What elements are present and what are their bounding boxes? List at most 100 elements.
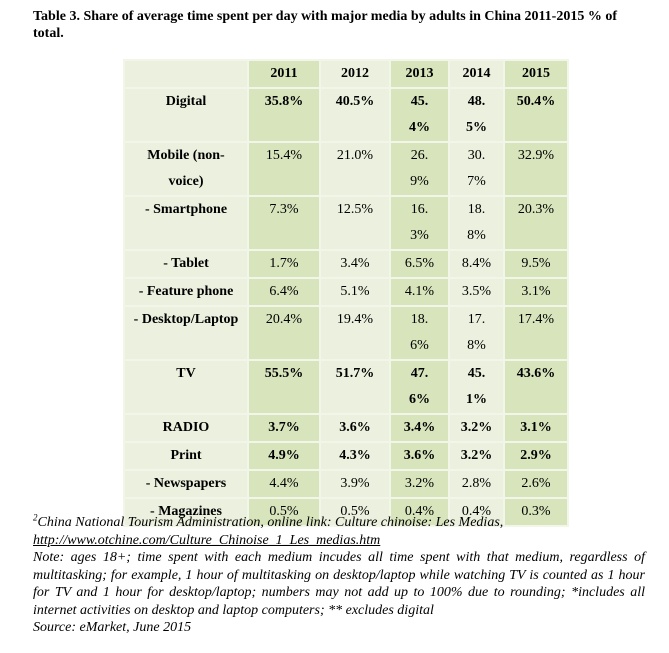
table-row: - Desktop/Laptop 20.4% 19.4% 18.6% 17.8% 17.4… <box>123 305 569 361</box>
value-cell: 4.9% <box>247 441 321 471</box>
value-text: 4.1% <box>404 284 435 299</box>
value-text: 51.7% <box>335 366 375 381</box>
table-row: TV 55.5% 51.7% 47.6% 45.1% 43.6% <box>123 359 569 415</box>
value-text: 40.5% <box>335 94 375 109</box>
row-label: - Newspapers <box>145 476 227 491</box>
value-text: 17.8% <box>467 312 486 353</box>
value-text: 16.3% <box>410 202 429 243</box>
value-cell: 3.9% <box>319 469 391 499</box>
table-row: - Tablet 1.7% 3.4% 6.5% 8.4% 9.5% <box>123 249 569 279</box>
value-cell: 55.5% <box>247 359 321 415</box>
value-cell: 2.8% <box>448 469 505 499</box>
row-label: Mobile (non-voice) <box>147 148 225 189</box>
value-cell: 17.4% <box>503 305 569 361</box>
value-cell: 3.4% <box>389 413 450 443</box>
row-label-cell: - Newspapers <box>123 469 249 499</box>
row-label-cell: - Desktop/Laptop <box>123 305 249 361</box>
value-text: 43.6% <box>516 366 556 381</box>
value-cell: 45.4% <box>389 87 450 143</box>
value-cell: 8.4% <box>448 249 505 279</box>
value-text: 3.9% <box>340 476 370 491</box>
value-text: 3.2% <box>404 476 435 491</box>
value-text: 3.6% <box>339 420 371 435</box>
header-corner-cell <box>123 59 249 89</box>
table-row: RADIO 3.7% 3.6% 3.4% 3.2% 3.1% <box>123 413 569 443</box>
header-year-2011: 2011 <box>247 59 321 89</box>
value-text: 12.5% <box>336 202 374 217</box>
table-row: - Magazines 0.5% 0.5% 0.4% 0.4% 0.3% <box>123 497 569 527</box>
value-cell: 3.1% <box>503 277 569 307</box>
value-text: 3.4% <box>340 256 370 271</box>
value-cell: 40.5% <box>319 87 391 143</box>
value-text: 45.1% <box>466 366 487 407</box>
value-cell: 7.3% <box>247 195 321 251</box>
table-row: - Newspapers 4.4% 3.9% 3.2% 2.8% 2.6% <box>123 469 569 499</box>
value-cell: 3.5% <box>448 277 505 307</box>
value-cell: 3.1% <box>503 413 569 443</box>
value-cell: 3.4% <box>319 249 391 279</box>
value-text: 21.0% <box>336 148 374 163</box>
value-cell: 2.9% <box>503 441 569 471</box>
value-text: 18.6% <box>410 312 429 353</box>
value-text: 30.7% <box>467 148 486 189</box>
value-text: 0.3% <box>521 504 551 519</box>
value-cell: 20.4% <box>247 305 321 361</box>
value-text: 5.1% <box>340 284 370 299</box>
value-cell: 5.1% <box>319 277 391 307</box>
row-label: - Tablet <box>163 256 209 271</box>
row-label: Print <box>170 448 202 463</box>
value-text: 6.5% <box>404 256 435 271</box>
row-label-cell: - Magazines <box>123 497 249 527</box>
value-cell: 30.7% <box>448 141 505 197</box>
value-cell: 0.5% <box>319 497 391 527</box>
value-cell: 26.9% <box>389 141 450 197</box>
value-cell: 4.1% <box>389 277 450 307</box>
table-row: - Feature phone 6.4% 5.1% 4.1% 3.5% 3.1% <box>123 277 569 307</box>
value-text: 2.9% <box>520 448 552 463</box>
row-label-cell: Print <box>123 441 249 471</box>
value-text: 4.3% <box>339 448 371 463</box>
value-cell: 18.6% <box>389 305 450 361</box>
value-cell: 4.3% <box>319 441 391 471</box>
row-label-cell: Mobile (non-voice) <box>123 141 249 197</box>
footnote-link[interactable]: http://www.otchine.com/Culture_Chinoise_… <box>33 532 381 548</box>
value-text: 20.3% <box>517 202 555 217</box>
value-text: 35.8% <box>264 94 304 109</box>
value-text: 9.5% <box>521 256 551 271</box>
value-cell: 48.5% <box>448 87 505 143</box>
value-cell: 1.7% <box>247 249 321 279</box>
value-cell: 4.4% <box>247 469 321 499</box>
value-cell: 3.2% <box>448 441 505 471</box>
value-text: 0.4% <box>404 504 435 519</box>
table-row: Print 4.9% 4.3% 3.6% 3.2% 2.9% <box>123 441 569 471</box>
value-cell: 3.7% <box>247 413 321 443</box>
value-text: 20.4% <box>265 312 303 327</box>
table-row: - Smartphone 7.3% 12.5% 16.3% 18.8% 20.3% <box>123 195 569 251</box>
value-text: 26.9% <box>410 148 429 189</box>
value-text: 3.2% <box>460 420 493 435</box>
value-text: 15.4% <box>265 148 303 163</box>
value-cell: 21.0% <box>319 141 391 197</box>
value-cell: 20.3% <box>503 195 569 251</box>
footnote-data-source: Source: eMarket, June 2015 <box>33 620 192 635</box>
value-text: 3.5% <box>461 284 492 299</box>
row-label-cell: - Smartphone <box>123 195 249 251</box>
value-text: 19.4% <box>336 312 374 327</box>
table-row: Mobile (non-voice) 15.4% 21.0% 26.9% 30.7% 32… <box>123 141 569 197</box>
value-cell: 0.5% <box>247 497 321 527</box>
value-cell: 6.5% <box>389 249 450 279</box>
value-text: 48.5% <box>466 94 487 135</box>
row-label: RADIO <box>162 420 210 435</box>
row-label: - Desktop/Laptop <box>133 312 239 327</box>
value-text: 0.5% <box>340 504 370 519</box>
value-text: 2.8% <box>461 476 492 491</box>
header-year-2015: 2015 <box>503 59 569 89</box>
value-text: 18.8% <box>467 202 486 243</box>
row-label: - Magazines <box>150 504 222 519</box>
value-text: 17.4% <box>517 312 555 327</box>
value-cell: 3.6% <box>319 413 391 443</box>
value-cell: 35.8% <box>247 87 321 143</box>
value-cell: 3.6% <box>389 441 450 471</box>
row-label-cell: TV <box>123 359 249 415</box>
header-year-2013: 2013 <box>389 59 450 89</box>
